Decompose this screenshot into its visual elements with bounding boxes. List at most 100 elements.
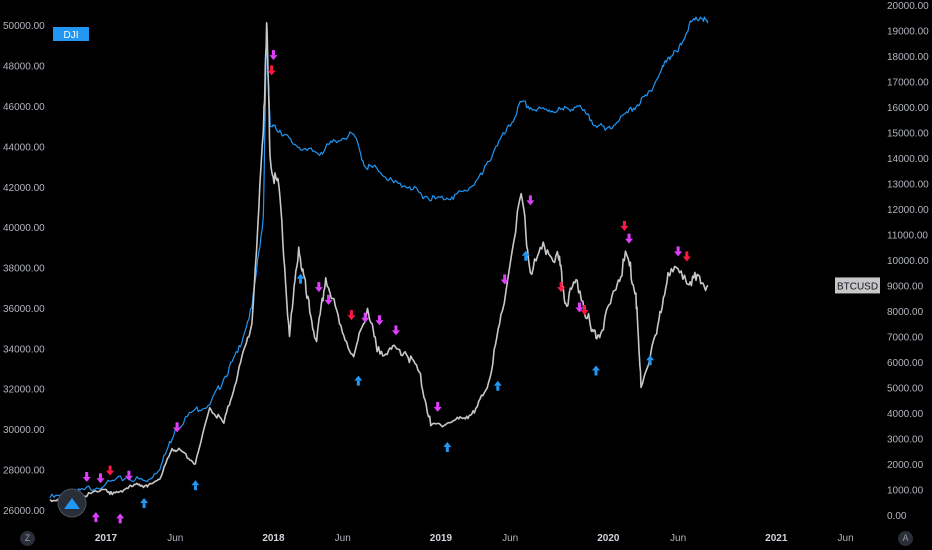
time-tick-label: 2018 [262, 533, 285, 544]
marker-head [267, 70, 276, 76]
marker-stem [676, 246, 680, 252]
blue-up-signal-marker [191, 480, 200, 491]
right-tick-label: 10000.00 [887, 256, 929, 267]
marker-head [96, 478, 105, 484]
marker-stem [349, 310, 353, 316]
marker-stem [583, 305, 587, 311]
blue-up-signal-marker [443, 441, 452, 452]
time-tick-label: 2019 [430, 533, 453, 544]
left-tick-label: 42000.00 [3, 183, 45, 194]
marker-head [591, 365, 600, 371]
time-tick-label: Jun [335, 533, 351, 544]
pink-down-signal-marker [173, 422, 182, 433]
marker-head [314, 287, 323, 293]
marker-head [500, 279, 509, 285]
marker-head [375, 320, 384, 326]
marker-head [354, 375, 363, 381]
dji-tag-label: DJI [64, 30, 79, 41]
right-price-axis[interactable]: 20000.00 19000.00 18000.00 17000.00 16000.00… [887, 1, 929, 522]
marker-stem [528, 195, 532, 201]
left-tick-label: 32000.00 [3, 385, 45, 396]
marker-stem [685, 251, 689, 257]
left-tick-label: 50000.00 [3, 21, 45, 32]
time-tick-label: 2020 [597, 533, 620, 544]
right-tick-label: 0.00 [887, 511, 907, 522]
pink-down-signal-marker [526, 195, 535, 206]
marker-stem [118, 518, 122, 524]
marker-head [433, 406, 442, 412]
right-tick-label: 1000.00 [887, 485, 924, 496]
dji-symbol-tag: DJI [53, 27, 89, 41]
pink-down-signal-marker [124, 470, 133, 481]
marker-head [106, 470, 115, 476]
right-tick-label: 12000.00 [887, 205, 929, 216]
marker-stem [377, 315, 381, 321]
auto-scale-button[interactable]: A [898, 531, 913, 546]
right-tick-label: 14000.00 [887, 154, 929, 165]
pink-down-signal-marker [575, 302, 584, 313]
marker-head [557, 287, 566, 293]
logo-icon [57, 488, 87, 518]
right-tick-label: 8000.00 [887, 307, 924, 318]
right-tick-label: 13000.00 [887, 179, 929, 190]
marker-stem [94, 517, 98, 523]
marker-stem [108, 465, 112, 471]
dji-series-line [49, 16, 709, 500]
red-down-signal-marker [682, 251, 691, 262]
marker-head [575, 307, 584, 313]
pink-down-signal-marker [314, 282, 323, 293]
marker-head [191, 480, 200, 486]
timezone-button[interactable]: Z [20, 531, 35, 546]
marker-head [296, 273, 305, 279]
red-down-signal-marker [620, 220, 629, 231]
marker-stem [559, 282, 563, 288]
marker-head [646, 355, 655, 361]
blue-up-signal-marker [296, 273, 305, 284]
marker-stem [445, 446, 449, 452]
left-tick-label: 46000.00 [3, 102, 45, 113]
marker-stem [394, 325, 398, 331]
left-tick-label: 40000.00 [3, 223, 45, 234]
marker-stem [356, 380, 360, 386]
time-axis[interactable]: 2017 Jun 2018 Jun 2019 Jun 2020 Jun 2021 Jun [95, 533, 854, 544]
pink-down-signal-marker [433, 401, 442, 412]
left-tick-label: 26000.00 [3, 506, 45, 517]
marker-stem [175, 422, 179, 428]
marker-head [269, 55, 278, 61]
btc-symbol-tag: BTCUSD [835, 277, 880, 294]
btc-series-line [49, 21, 709, 503]
marker-stem [85, 472, 89, 478]
right-tick-label: 3000.00 [887, 434, 924, 445]
marker-stem [271, 50, 275, 56]
marker-head [521, 250, 530, 256]
blue-up-signal-marker [591, 365, 600, 376]
marker-stem [327, 294, 331, 300]
left-price-axis[interactable]: 50000.00 48000.00 46000.00 44000.00 42000.00… [3, 21, 45, 517]
marker-head [674, 251, 683, 257]
right-tick-label: 19000.00 [887, 26, 929, 37]
blue-up-signal-marker [493, 380, 502, 391]
right-tick-label: 20000.00 [887, 1, 929, 12]
marker-stem [496, 385, 500, 391]
left-tick-label: 44000.00 [3, 142, 45, 153]
right-tick-label: 11000.00 [887, 230, 928, 241]
signal-markers [82, 50, 691, 524]
left-tick-label: 34000.00 [3, 344, 45, 355]
blue-up-signal-marker [140, 498, 149, 509]
marker-stem [363, 312, 367, 318]
pink-down-signal-marker [361, 312, 370, 323]
pink-up-signal-marker [91, 512, 100, 523]
left-tick-label: 30000.00 [3, 425, 45, 436]
left-tick-label: 38000.00 [3, 264, 45, 275]
right-tick-label: 6000.00 [887, 358, 924, 369]
marker-stem [270, 65, 274, 71]
symbol-tags: DJI BTCUSD [53, 27, 880, 518]
marker-head [493, 380, 502, 386]
marker-head [580, 310, 589, 316]
marker-head [625, 238, 634, 244]
time-tick-label: 2017 [95, 533, 118, 544]
marker-stem [577, 302, 581, 308]
marker-head [140, 498, 149, 504]
pink-down-signal-marker [500, 274, 509, 285]
